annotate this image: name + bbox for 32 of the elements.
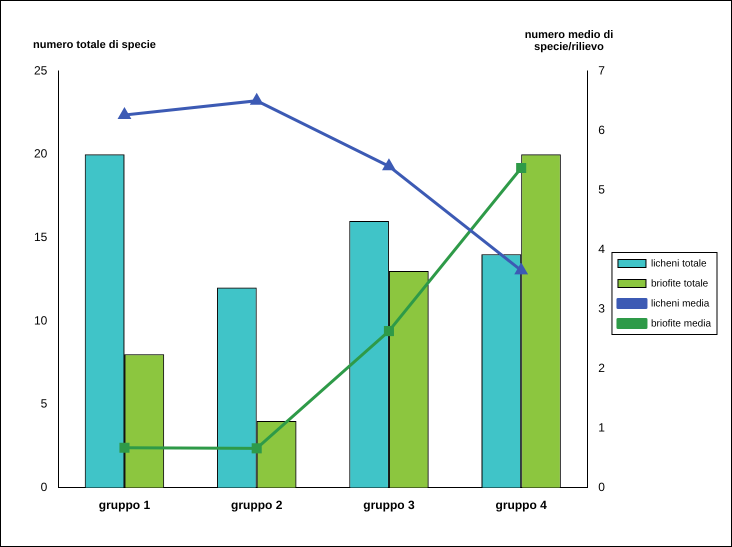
x-tick-label: gruppo 3 xyxy=(363,498,415,512)
x-tick-label: gruppo 4 xyxy=(496,498,548,512)
point xyxy=(252,443,262,454)
y2-tick-label: 3 xyxy=(598,301,606,316)
legend-label: licheni totale xyxy=(650,258,707,270)
legend-label: briofite media xyxy=(650,318,712,330)
y2-axis-title: numero medio di specie/rilievo xyxy=(524,29,614,53)
point xyxy=(384,326,394,336)
point xyxy=(250,94,263,105)
y2-tick-label: 1 xyxy=(598,420,606,434)
y-tick-label: 10 xyxy=(34,313,48,328)
y2-tick-label: 5 xyxy=(598,182,606,196)
y2-tick-label: 2 xyxy=(598,360,606,375)
y-tick-label: 25 xyxy=(34,63,48,78)
point xyxy=(515,264,528,274)
y2-tick-label: 0 xyxy=(598,480,606,494)
y2-tick-label: 7 xyxy=(598,63,606,78)
y2-tick-label: 4 xyxy=(598,242,606,256)
y-tick-label: 5 xyxy=(40,396,48,411)
y-axis-title: numero totale di specie xyxy=(33,39,156,51)
legend-label: licheni media xyxy=(650,298,710,310)
x-tick-label: gruppo 1 xyxy=(98,498,150,512)
point xyxy=(118,108,130,120)
legend-label: briofite totale xyxy=(650,278,709,290)
y-tick-label: 0 xyxy=(40,480,48,494)
point xyxy=(383,160,395,170)
y-tick-label: 20 xyxy=(34,146,48,161)
point xyxy=(119,442,130,453)
x-tick-label: gruppo 2 xyxy=(231,498,283,512)
y-tick-label: 15 xyxy=(34,230,48,244)
y2-tick-label: 6 xyxy=(598,122,606,137)
point xyxy=(516,162,526,174)
